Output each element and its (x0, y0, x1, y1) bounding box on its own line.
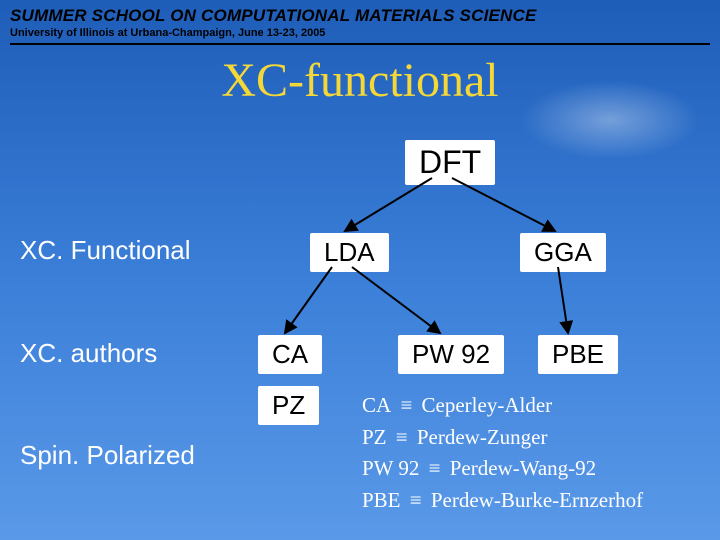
node-pw92: PW 92 (398, 335, 504, 374)
equiv-icon: ≡ (395, 393, 417, 417)
row-label-authors: XC. authors (20, 338, 157, 369)
node-ca: CA (258, 335, 322, 374)
legend-full: Perdew-Burke-Ernzerhof (431, 488, 643, 512)
legend-abbr: PW 92 (362, 456, 419, 480)
legend-row: PZ ≡ Perdew-Zunger (362, 422, 643, 454)
slide-header: SUMMER SCHOOL ON COMPUTATIONAL MATERIALS… (0, 0, 720, 47)
equiv-icon: ≡ (391, 425, 413, 449)
node-gga: GGA (520, 233, 606, 272)
header-title: SUMMER SCHOOL ON COMPUTATIONAL MATERIALS… (10, 6, 710, 26)
node-lda: LDA (310, 233, 389, 272)
node-pbe: PBE (538, 335, 618, 374)
legend-row: PBE ≡ Perdew-Burke-Ernzerhof (362, 485, 643, 517)
legend-abbr: PBE (362, 488, 401, 512)
slide-title: XC-functional (0, 53, 720, 108)
header-subtitle: University of Illinois at Urbana-Champai… (10, 27, 710, 39)
legend-abbr: CA (362, 393, 391, 417)
legend: CA ≡ Ceperley-AlderPZ ≡ Perdew-ZungerPW … (362, 390, 643, 516)
legend-row: PW 92 ≡ Perdew-Wang-92 (362, 453, 643, 485)
legend-full: Perdew-Wang-92 (450, 456, 596, 480)
header-rule (10, 43, 710, 45)
legend-row: CA ≡ Ceperley-Alder (362, 390, 643, 422)
node-pz: PZ (258, 386, 319, 425)
row-label-functional: XC. Functional (20, 235, 191, 266)
equiv-icon: ≡ (423, 456, 445, 480)
node-dft: DFT (405, 140, 495, 185)
legend-abbr: PZ (362, 425, 387, 449)
row-label-spin: Spin. Polarized (20, 440, 195, 471)
legend-full: Ceperley-Alder (422, 393, 553, 417)
equiv-icon: ≡ (405, 488, 427, 512)
legend-full: Perdew-Zunger (417, 425, 548, 449)
